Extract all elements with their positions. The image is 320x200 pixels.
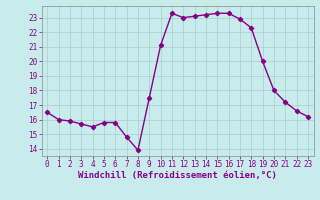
X-axis label: Windchill (Refroidissement éolien,°C): Windchill (Refroidissement éolien,°C) [78,171,277,180]
